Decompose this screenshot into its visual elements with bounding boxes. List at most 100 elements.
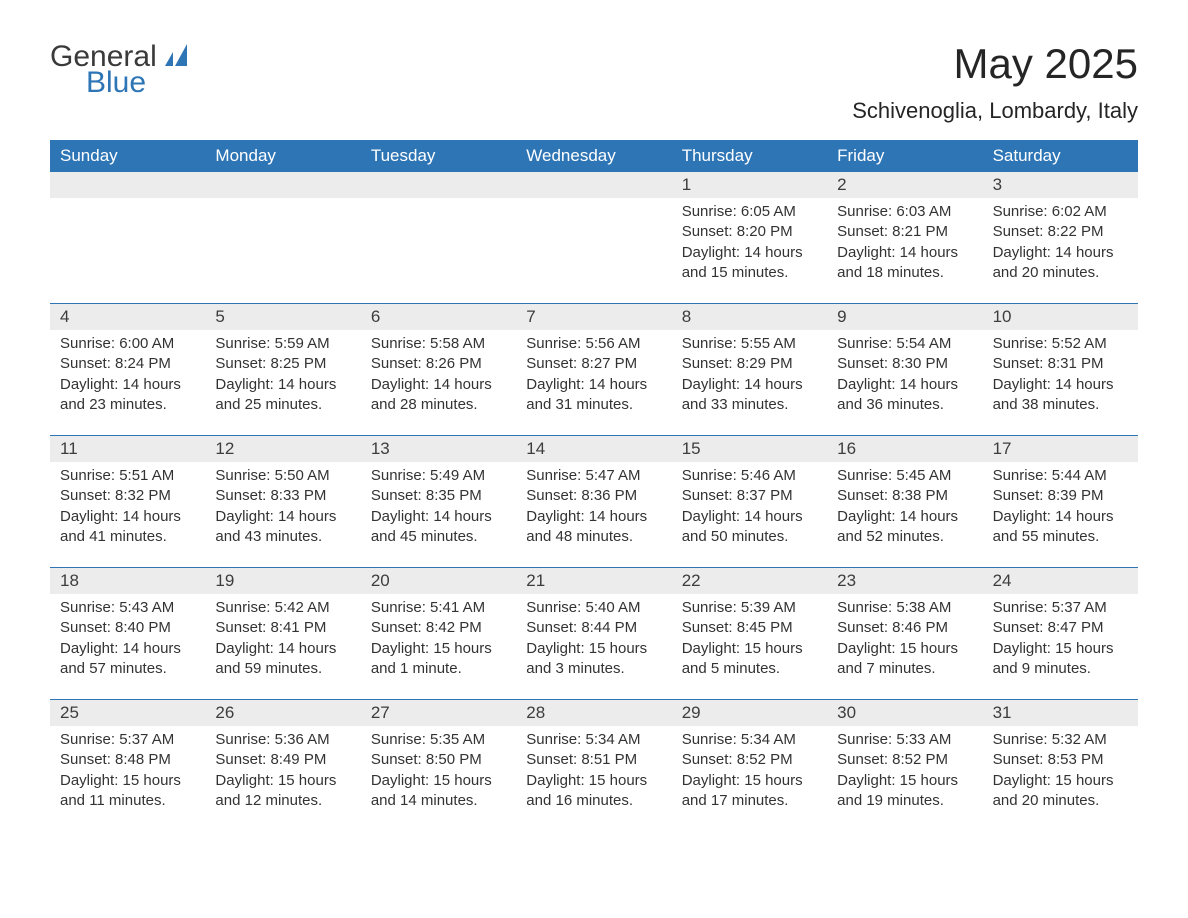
sunset-line: Sunset: 8:47 PM: [993, 618, 1128, 638]
day-body: Sunrise: 5:51 AMSunset: 8:32 PMDaylight:…: [50, 462, 205, 547]
sunrise-line: Sunrise: 5:58 AM: [371, 334, 506, 354]
day-number: 7: [516, 304, 671, 330]
daylight-line: Daylight: 15 hours and 17 minutes.: [682, 771, 817, 812]
day-body: Sunrise: 5:33 AMSunset: 8:52 PMDaylight:…: [827, 726, 982, 811]
day-body: Sunrise: 5:37 AMSunset: 8:48 PMDaylight:…: [50, 726, 205, 811]
day-number: 29: [672, 700, 827, 726]
day-cell: 9Sunrise: 5:54 AMSunset: 8:30 PMDaylight…: [827, 304, 982, 435]
daylight-line: Daylight: 15 hours and 7 minutes.: [837, 639, 972, 680]
sunrise-line: Sunrise: 5:47 AM: [526, 466, 661, 486]
week-row: 25Sunrise: 5:37 AMSunset: 8:48 PMDayligh…: [50, 699, 1138, 831]
day-number: 16: [827, 436, 982, 462]
daylight-line: Daylight: 15 hours and 20 minutes.: [993, 771, 1128, 812]
sunrise-line: Sunrise: 5:37 AM: [60, 730, 195, 750]
dow-cell: Saturday: [983, 140, 1138, 172]
day-body: Sunrise: 5:34 AMSunset: 8:52 PMDaylight:…: [672, 726, 827, 811]
daylight-line: Daylight: 14 hours and 15 minutes.: [682, 243, 817, 284]
day-body: Sunrise: 5:47 AMSunset: 8:36 PMDaylight:…: [516, 462, 671, 547]
day-cell: 20Sunrise: 5:41 AMSunset: 8:42 PMDayligh…: [361, 568, 516, 699]
day-body: Sunrise: 5:36 AMSunset: 8:49 PMDaylight:…: [205, 726, 360, 811]
sunrise-line: Sunrise: 5:36 AM: [215, 730, 350, 750]
sunrise-line: Sunrise: 5:59 AM: [215, 334, 350, 354]
day-number: [205, 172, 360, 198]
sunset-line: Sunset: 8:22 PM: [993, 222, 1128, 242]
day-cell: 2Sunrise: 6:03 AMSunset: 8:21 PMDaylight…: [827, 172, 982, 303]
sunset-line: Sunset: 8:42 PM: [371, 618, 506, 638]
sunrise-line: Sunrise: 5:45 AM: [837, 466, 972, 486]
day-number: 18: [50, 568, 205, 594]
sunset-line: Sunset: 8:46 PM: [837, 618, 972, 638]
daylight-line: Daylight: 14 hours and 50 minutes.: [682, 507, 817, 548]
day-number: 27: [361, 700, 516, 726]
day-cell: 11Sunrise: 5:51 AMSunset: 8:32 PMDayligh…: [50, 436, 205, 567]
day-body: Sunrise: 5:38 AMSunset: 8:46 PMDaylight:…: [827, 594, 982, 679]
day-cell: 28Sunrise: 5:34 AMSunset: 8:51 PMDayligh…: [516, 700, 671, 831]
sunset-line: Sunset: 8:37 PM: [682, 486, 817, 506]
daylight-line: Daylight: 14 hours and 38 minutes.: [993, 375, 1128, 416]
sunrise-line: Sunrise: 5:32 AM: [993, 730, 1128, 750]
day-cell: 16Sunrise: 5:45 AMSunset: 8:38 PMDayligh…: [827, 436, 982, 567]
sunrise-line: Sunrise: 5:56 AM: [526, 334, 661, 354]
day-body: Sunrise: 5:41 AMSunset: 8:42 PMDaylight:…: [361, 594, 516, 679]
sunset-line: Sunset: 8:51 PM: [526, 750, 661, 770]
day-body: Sunrise: 5:45 AMSunset: 8:38 PMDaylight:…: [827, 462, 982, 547]
daylight-line: Daylight: 14 hours and 23 minutes.: [60, 375, 195, 416]
sunrise-line: Sunrise: 6:03 AM: [837, 202, 972, 222]
dow-cell: Tuesday: [361, 140, 516, 172]
day-number: 26: [205, 700, 360, 726]
day-cell: 8Sunrise: 5:55 AMSunset: 8:29 PMDaylight…: [672, 304, 827, 435]
sunrise-line: Sunrise: 5:34 AM: [526, 730, 661, 750]
sunrise-line: Sunrise: 5:41 AM: [371, 598, 506, 618]
day-cell: 25Sunrise: 5:37 AMSunset: 8:48 PMDayligh…: [50, 700, 205, 831]
daylight-line: Daylight: 15 hours and 9 minutes.: [993, 639, 1128, 680]
daylight-line: Daylight: 14 hours and 25 minutes.: [215, 375, 350, 416]
dow-cell: Sunday: [50, 140, 205, 172]
day-number: 20: [361, 568, 516, 594]
location: Schivenoglia, Lombardy, Italy: [852, 98, 1138, 124]
day-cell: 15Sunrise: 5:46 AMSunset: 8:37 PMDayligh…: [672, 436, 827, 567]
sunrise-line: Sunrise: 5:54 AM: [837, 334, 972, 354]
day-cell: 18Sunrise: 5:43 AMSunset: 8:40 PMDayligh…: [50, 568, 205, 699]
sunset-line: Sunset: 8:21 PM: [837, 222, 972, 242]
day-body: Sunrise: 5:54 AMSunset: 8:30 PMDaylight:…: [827, 330, 982, 415]
daylight-line: Daylight: 14 hours and 55 minutes.: [993, 507, 1128, 548]
daylight-line: Daylight: 15 hours and 1 minute.: [371, 639, 506, 680]
day-number: [361, 172, 516, 198]
daylight-line: Daylight: 14 hours and 45 minutes.: [371, 507, 506, 548]
day-cell: 19Sunrise: 5:42 AMSunset: 8:41 PMDayligh…: [205, 568, 360, 699]
day-cell: 29Sunrise: 5:34 AMSunset: 8:52 PMDayligh…: [672, 700, 827, 831]
daylight-line: Daylight: 14 hours and 41 minutes.: [60, 507, 195, 548]
sunrise-line: Sunrise: 5:33 AM: [837, 730, 972, 750]
day-cell: [516, 172, 671, 303]
day-number: 25: [50, 700, 205, 726]
day-cell: 3Sunrise: 6:02 AMSunset: 8:22 PMDaylight…: [983, 172, 1138, 303]
daylight-line: Daylight: 14 hours and 33 minutes.: [682, 375, 817, 416]
day-cell: 17Sunrise: 5:44 AMSunset: 8:39 PMDayligh…: [983, 436, 1138, 567]
sunset-line: Sunset: 8:32 PM: [60, 486, 195, 506]
day-number: 8: [672, 304, 827, 330]
day-body: Sunrise: 5:56 AMSunset: 8:27 PMDaylight:…: [516, 330, 671, 415]
sunset-line: Sunset: 8:48 PM: [60, 750, 195, 770]
daylight-line: Daylight: 14 hours and 57 minutes.: [60, 639, 195, 680]
sunrise-line: Sunrise: 5:46 AM: [682, 466, 817, 486]
day-cell: 7Sunrise: 5:56 AMSunset: 8:27 PMDaylight…: [516, 304, 671, 435]
day-number: 3: [983, 172, 1138, 198]
daylight-line: Daylight: 14 hours and 18 minutes.: [837, 243, 972, 284]
sunrise-line: Sunrise: 5:35 AM: [371, 730, 506, 750]
day-cell: [50, 172, 205, 303]
sunset-line: Sunset: 8:24 PM: [60, 354, 195, 374]
sunset-line: Sunset: 8:39 PM: [993, 486, 1128, 506]
day-cell: 31Sunrise: 5:32 AMSunset: 8:53 PMDayligh…: [983, 700, 1138, 831]
daylight-line: Daylight: 15 hours and 14 minutes.: [371, 771, 506, 812]
sunset-line: Sunset: 8:40 PM: [60, 618, 195, 638]
day-number: 30: [827, 700, 982, 726]
sunset-line: Sunset: 8:49 PM: [215, 750, 350, 770]
sunset-line: Sunset: 8:30 PM: [837, 354, 972, 374]
day-body: Sunrise: 5:39 AMSunset: 8:45 PMDaylight:…: [672, 594, 827, 679]
day-cell: 12Sunrise: 5:50 AMSunset: 8:33 PMDayligh…: [205, 436, 360, 567]
dow-cell: Monday: [205, 140, 360, 172]
daylight-line: Daylight: 15 hours and 5 minutes.: [682, 639, 817, 680]
sunset-line: Sunset: 8:52 PM: [837, 750, 972, 770]
day-body: Sunrise: 5:52 AMSunset: 8:31 PMDaylight:…: [983, 330, 1138, 415]
day-body: Sunrise: 6:02 AMSunset: 8:22 PMDaylight:…: [983, 198, 1138, 283]
